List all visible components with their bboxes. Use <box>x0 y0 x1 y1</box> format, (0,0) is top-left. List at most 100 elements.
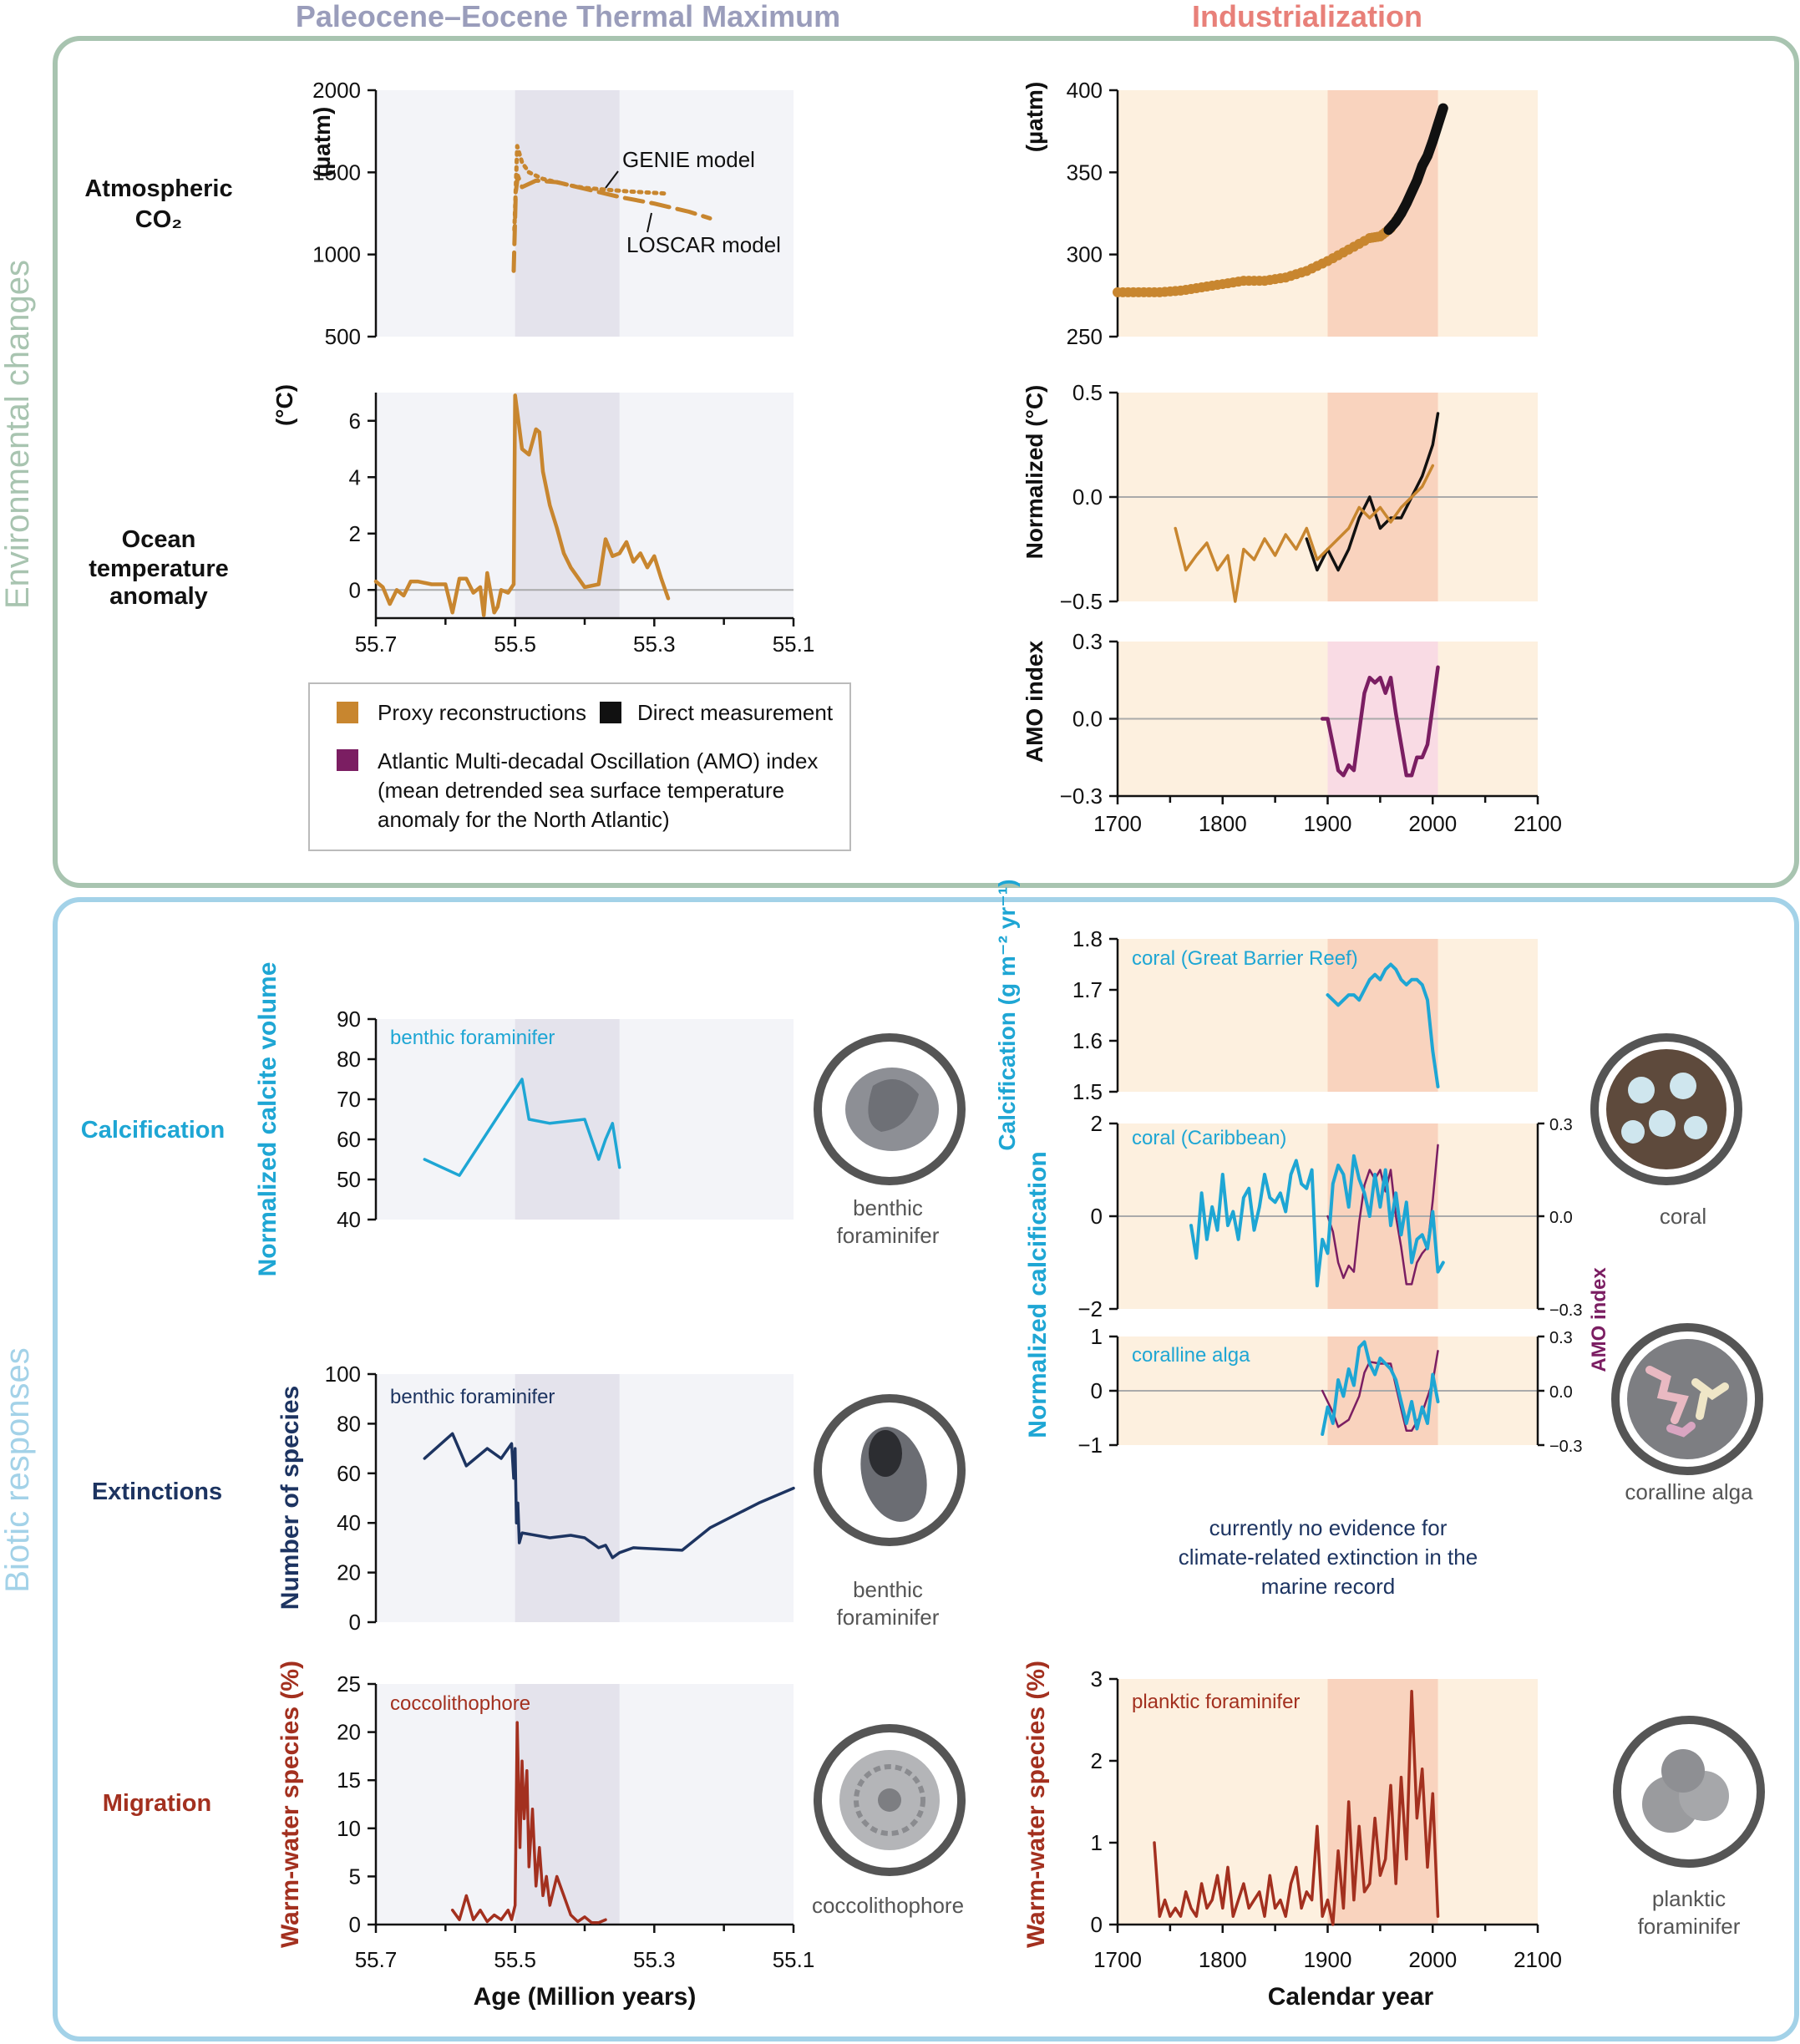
y-tick-label: 40 <box>337 1510 361 1535</box>
bio-section-frame <box>53 897 1799 2041</box>
panel-ind_amo: −0.3 0.0 0.3 1700 1800 1900 2000 2100 AMO index <box>1022 629 1562 836</box>
highlight-band <box>515 90 620 337</box>
panel-ind_mig: 0 1 2 3 1700 1800 1900 2000 2100 planktic foramin… <box>1022 1661 1562 2011</box>
y-axis-label: Calcification (g m⁻² yr⁻¹) <box>994 879 1020 1150</box>
caption-coral: coral <box>1660 1204 1706 1229</box>
y-tick-label: 1500 <box>312 160 361 185</box>
y-tick-label: 0 <box>1091 1378 1103 1403</box>
row-label-temp-3: anomaly <box>109 583 208 610</box>
legend-swatch-amo <box>337 749 358 771</box>
section-label-bio: Biotic responses <box>0 1347 36 1592</box>
y-tick-label: 20 <box>337 1720 361 1745</box>
series-line-coccolithophore <box>450 1721 607 1925</box>
annotation-leader <box>646 212 652 233</box>
x-tick-label: 2000 <box>1408 811 1457 836</box>
y-tick-label: 0 <box>1091 1912 1103 1937</box>
header-petm: Paleocene–Eocene Thermal Maximum <box>296 0 840 33</box>
y-tick-label: 0 <box>349 1610 361 1635</box>
series-line-direct-measurement <box>1383 103 1448 236</box>
y2-tick-label: 0.0 <box>1549 1209 1573 1227</box>
coral-image <box>1590 1033 1742 1185</box>
x-tick-label: 55.1 <box>773 1947 815 1972</box>
legend-label-direct: Direct measurement <box>637 700 834 725</box>
caption-coccolithophore: coccolithophore <box>812 1893 964 1918</box>
env-section-frame <box>53 36 1799 888</box>
y-tick-label: −2 <box>1077 1296 1103 1321</box>
series-line-loscar-model <box>511 173 712 273</box>
caption-benthic-1a: benthic <box>853 1195 923 1220</box>
y-tick-label: 20 <box>337 1560 361 1585</box>
y-tick-label: 1.7 <box>1072 977 1103 1002</box>
highlight-band <box>515 1374 620 1622</box>
legend-box <box>308 682 851 851</box>
annotation-planktic: planktic foraminifer <box>1132 1691 1300 1713</box>
y-tick-label: 40 <box>337 1207 361 1232</box>
panel-ind_calc_alga: −1 0 1 −0.3 0.0 0.3 coralline alga AMO index <box>1077 1267 1610 1458</box>
y2-tick-label: −0.3 <box>1549 1301 1582 1320</box>
y-tick-label: 0 <box>1091 1204 1103 1229</box>
legend: Proxy reconstructions Direct measurement… <box>308 682 851 851</box>
y-tick-label: 0 <box>349 577 361 602</box>
annotation-benthic: benthic foraminifer <box>390 1027 555 1049</box>
x-tick-label: 2100 <box>1514 811 1562 836</box>
series-line-planktic-foraminifer <box>1153 1689 1440 1926</box>
benthic-foraminifer-image-1 <box>814 1033 966 1185</box>
y-tick-label: 10 <box>337 1816 361 1841</box>
y-tick-label: 80 <box>337 1047 361 1072</box>
y2-tick-label: 0.3 <box>1549 1116 1573 1134</box>
x-tick-label: 55.7 <box>355 1947 398 1972</box>
benthic-foraminifer-image-2 <box>814 1394 966 1546</box>
x-axis-label: Calendar year <box>1268 1983 1434 2011</box>
no-evidence-note: currently no evidence for climate-relate… <box>1179 1515 1478 1599</box>
y-tick-label: 1.5 <box>1072 1079 1103 1104</box>
panel-ind_temp: −0.5 0.0 0.5 Normalized (°C) <box>1022 380 1538 614</box>
y-axis-label: Warm-water species (%) <box>276 1661 304 1948</box>
legend-label-amo-2: (mean detrended sea surface temperature <box>378 778 784 803</box>
y-tick-label: 0.0 <box>1072 707 1103 732</box>
legend-swatch-direct <box>600 702 621 723</box>
y-tick-label: 60 <box>337 1127 361 1152</box>
annotation-cocco: coccolithophore <box>390 1692 530 1715</box>
series-line-proxy-reconstructions <box>1174 464 1435 603</box>
y-tick-label: −1 <box>1077 1433 1103 1458</box>
y-tick-label: 2 <box>349 521 361 546</box>
series-line-coral-caribbean- <box>1189 1154 1445 1288</box>
annotation-gbr: coral (Great Barrier Reef) <box>1132 947 1358 970</box>
highlight-band <box>1327 939 1438 1092</box>
annotation-loscar: LOSCAR model <box>626 232 781 257</box>
y-tick-label: 1 <box>1091 1324 1103 1349</box>
y-tick-label: 90 <box>337 1007 361 1032</box>
y-tick-label: 2 <box>1091 1111 1103 1136</box>
y-tick-label: 80 <box>337 1411 361 1436</box>
y2-tick-label: 0.0 <box>1549 1383 1573 1402</box>
y-tick-label: 0 <box>349 1912 361 1937</box>
y2-axis-label: AMO index <box>1588 1267 1610 1372</box>
panel-ind_calc_gbr: 1.5 1.6 1.7 1.8 coral (Great Barrier Reef) Ca… <box>994 879 1538 1151</box>
annotation-leader <box>605 170 619 189</box>
x-tick-label: 1700 <box>1093 811 1142 836</box>
y-axis-label: Number of species <box>276 1386 304 1610</box>
x-tick-label: 55.3 <box>633 1947 676 1972</box>
y-axis-label: (µatm) <box>309 107 335 178</box>
panel-petm_temp: 0 2 4 6 55.7 55.5 55.3 55.1 (°C) <box>271 384 814 657</box>
y-tick-label: 50 <box>337 1167 361 1192</box>
row-label-co2-2: CO₂ <box>135 206 182 233</box>
panel-petm_co2: 500 1000 1500 2000 (µatm) GENIE model LOSCAR m… <box>309 78 794 349</box>
caption-benthic-2a: benthic <box>853 1577 923 1602</box>
y-tick-label: 2 <box>1091 1748 1103 1773</box>
x-tick-label: 1900 <box>1304 811 1352 836</box>
y-tick-label: 15 <box>337 1768 361 1793</box>
series-line-atlantic-multi-decadal-oscillation-amo-index <box>1320 665 1440 778</box>
series-line-benthic-foraminifer <box>423 1078 621 1177</box>
y-tick-label: 3 <box>1091 1666 1103 1691</box>
highlight-band <box>515 393 620 618</box>
annotation-genie: GENIE model <box>622 147 755 172</box>
y-axis-label: Normalized calcification <box>1024 1151 1052 1438</box>
y-axis-label: Warm-water species (%) <box>1022 1661 1050 1948</box>
y-tick-label: 250 <box>1067 324 1103 349</box>
row-label-extinctions: Extinctions <box>92 1478 222 1505</box>
y-tick-label: 1 <box>1091 1830 1103 1855</box>
row-label-co2-1: Atmospheric <box>84 175 232 202</box>
y-tick-label: 2000 <box>312 78 361 103</box>
panel-petm_mig: 0 5 10 15 20 25 55.7 55.5 55.3 55.1 Warm-water spe… <box>276 1661 814 2011</box>
